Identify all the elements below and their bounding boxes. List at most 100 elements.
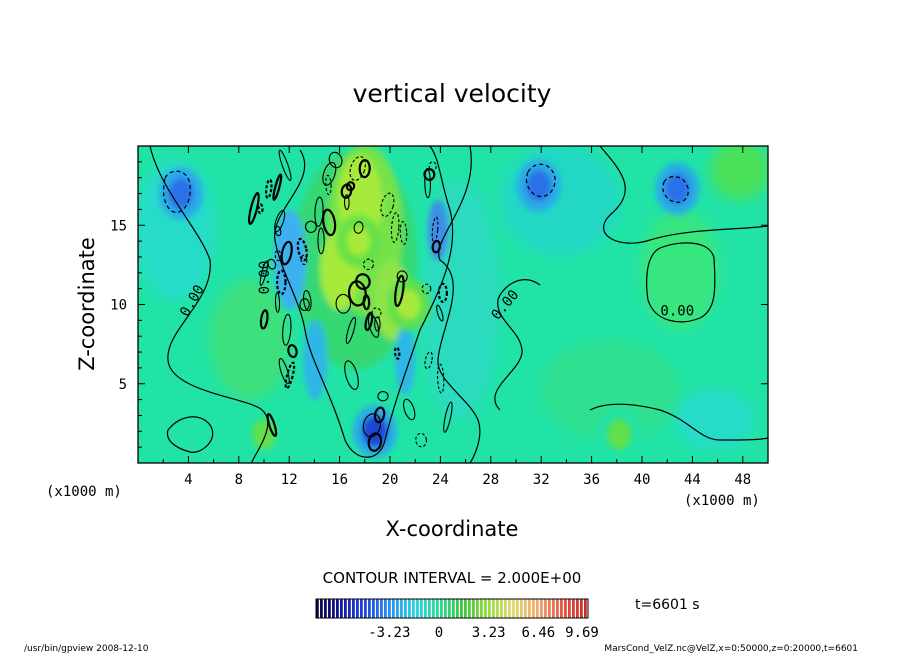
x-axis-ticks: 4 8 12 16 20 24 28 32 36 40 44 48 [162,146,751,488]
colorbar-cell [580,599,583,618]
y-axis-ticks: 5 10 15 [110,161,768,448]
colorbar-cell [388,599,391,618]
turbulent-contour [274,292,281,313]
colorbar-cell [536,599,539,618]
colorbar-cell [576,599,579,618]
turbulent-contour [272,173,283,201]
colorbar-ticks: -3.23 0 3.23 6.46 9.69 [368,625,599,641]
x-tick-label: 32 [533,472,550,488]
turbulent-contour [287,344,298,359]
feature-core-5 [607,419,632,450]
turbulent-contour [345,181,356,192]
turbulent-contour [436,304,444,322]
colorbar-cell [332,599,335,618]
colorbar-frame [315,598,589,619]
turbulent-contour [259,260,269,286]
contour-neg-c [662,176,689,203]
turbulent-contour [296,237,308,262]
colorbar-cell [476,599,479,618]
colorbar-cell [368,599,371,618]
turbulent-contour [353,221,364,234]
turbulent-contour [267,258,277,270]
y-axis-label: Z-coordinate [75,237,99,371]
turbulent-contour [274,225,282,237]
colorbar-cell [336,599,339,618]
colorbar-cell [524,599,527,618]
x-tick-label: 28 [482,472,499,488]
y-tick-label: 10 [110,298,127,314]
colorbar-cell [552,599,555,618]
turbulent-contour [299,298,310,312]
feature-core-6 [346,226,371,257]
colorbar-cell [392,599,395,618]
turbulent-contour [424,167,431,199]
x-tick-label: 36 [583,472,600,488]
colorbar-cell [480,599,483,618]
contour-lines [149,146,768,463]
contour-zero-right [599,146,768,244]
colorbar-cell [540,599,543,618]
colorbar-cell [320,599,323,618]
colorbar-cell [356,599,359,618]
turbulent-contour [371,307,382,319]
turbulent-contour [264,178,273,200]
turbulent-contour [436,363,445,394]
turbulent-contour [394,274,405,308]
colorbar-cell [572,599,575,618]
turbulent-contour [259,309,269,330]
turbulent-contour [247,191,260,226]
colorbar-cell [484,599,487,618]
colorbar-cell [400,599,403,618]
x-tick-label: 12 [281,472,298,488]
turbulent-contour [278,358,290,385]
turbulent-contour [322,208,337,237]
colorbar-cell [548,599,551,618]
turbulent-contour [344,360,359,390]
colorbar-cell [352,599,355,618]
turbulent-contour [374,316,381,332]
turbulent-contour [362,258,375,270]
turbulent-contour [325,174,332,196]
colorbar-cell [328,599,331,618]
colorbar-tick-label: 9.69 [565,625,599,641]
x-unit-left: (x1000 m) [46,484,122,500]
turbulent-contour [431,216,439,243]
turbulent-contour [274,249,282,262]
colorbar-cell [324,599,327,618]
turbulent-contour [335,293,352,314]
turbulent-contour [317,227,325,255]
turbulent-contour [443,401,453,433]
contour-neg-a [162,170,191,213]
x-axis-label: X-coordinate [386,517,519,541]
turbulent-contour [257,203,264,215]
colorbar-cell [532,599,535,618]
turbulent-contour [302,290,312,312]
turbulent-contour [364,311,374,332]
turbulent-contour [328,151,343,169]
colorbar-cell [472,599,475,618]
colorbar-cell [424,599,427,618]
x-tick-label: 44 [684,472,701,488]
colorbar-cell [420,599,423,618]
turbulent-contour [380,192,395,217]
colorbar-tick-label: -3.23 [368,625,410,641]
colorbar-tick-label: 3.23 [472,625,506,641]
turbulent-contour [280,240,293,266]
colorbar-cell [568,599,571,618]
time-label: t=6601 s [635,597,700,613]
feature-layer [158,159,700,461]
colorbar-cell [504,599,507,618]
colorbar-cell [344,599,347,618]
footer-right: MarsCond_VelZ.nc@VelZ,x=0:50000,z=0:2000… [604,644,858,654]
contour-zero-bottom-right [589,403,768,441]
contour-core-outline [274,146,454,458]
colorbar-cell [432,599,435,618]
colorbar-cell [452,599,455,618]
turbulent-contour [399,220,408,245]
colorbar-cell [436,599,439,618]
turbulent-contour [304,220,317,233]
turbulent-contour [300,254,308,266]
colorbar-cell [496,599,499,618]
colorbar-cell [440,599,443,618]
